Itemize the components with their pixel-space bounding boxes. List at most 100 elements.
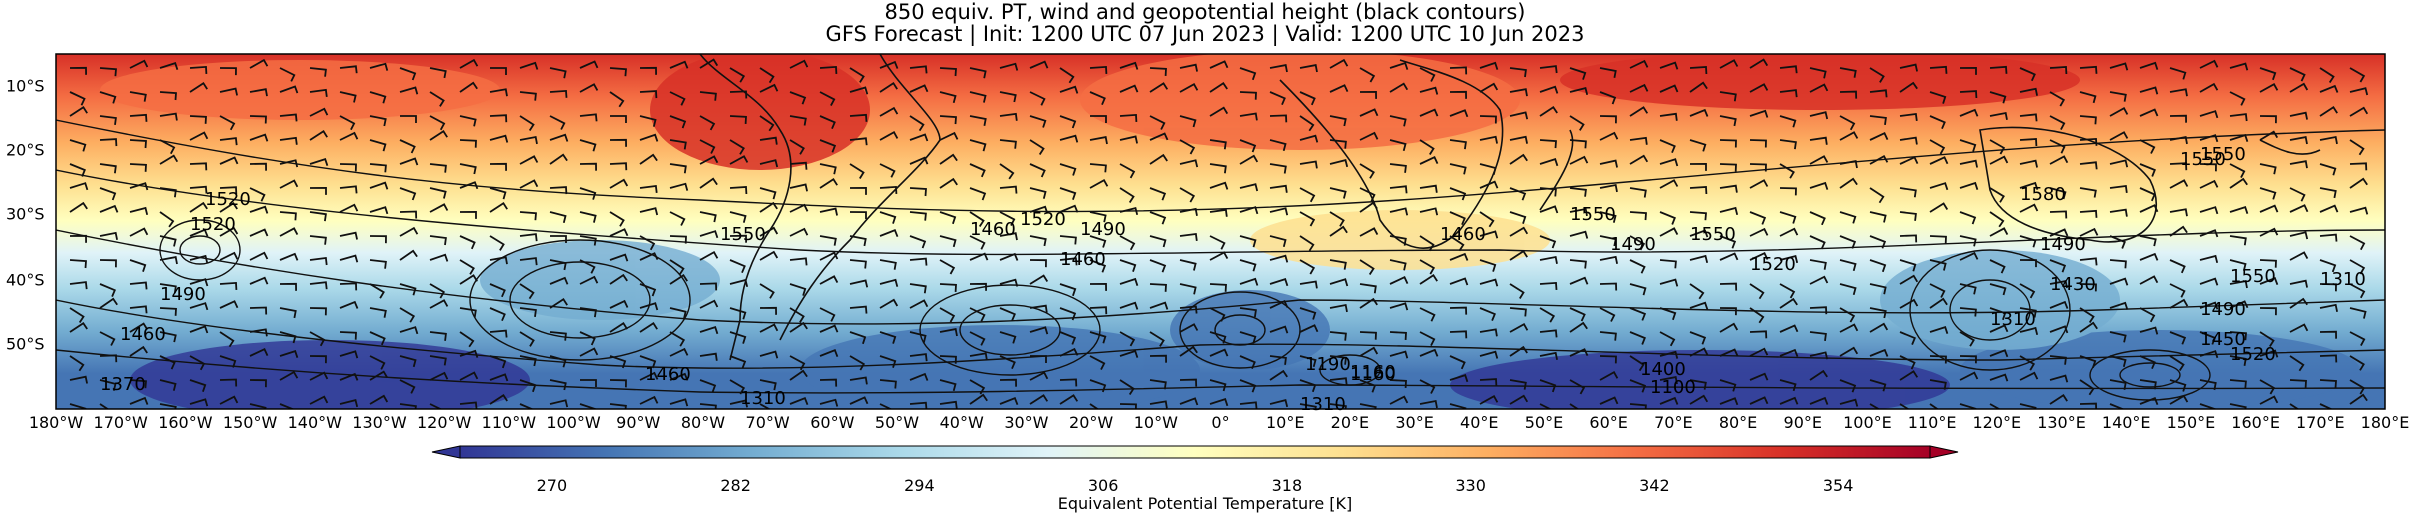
wind-barb — [609, 403, 627, 409]
wind-barb — [69, 139, 87, 152]
wind-barb — [519, 91, 537, 101]
wind-barb — [99, 138, 118, 147]
wind-barb — [489, 134, 509, 143]
wind-barb — [1119, 379, 1135, 395]
wind-barb — [219, 281, 238, 290]
wind-barb — [1179, 345, 1198, 357]
wind-barb — [1629, 211, 1647, 221]
colorbar-tick: 282 — [720, 476, 751, 495]
wind-barb — [1749, 179, 1769, 189]
wind-barb — [2019, 138, 2038, 147]
wind-barb — [2289, 379, 2307, 388]
wind-barb — [489, 187, 507, 200]
wind-barb — [1059, 163, 1077, 176]
wind-barb — [1119, 235, 1136, 251]
wind-barb — [2109, 131, 2129, 141]
wind-barb — [1239, 307, 1257, 318]
wind-barb — [1299, 211, 1316, 227]
wind-barb — [1059, 235, 1077, 245]
wind-barb — [519, 307, 537, 318]
wind-barb — [2109, 379, 2127, 390]
wind-barb — [1689, 81, 1708, 93]
wind-barb — [1899, 370, 1919, 381]
wind-barb — [1149, 132, 1169, 141]
contour-label: 1370 — [100, 374, 146, 395]
wind-barb — [1030, 355, 1047, 363]
wind-barb — [1239, 154, 1259, 165]
wind-barb — [1809, 351, 1829, 360]
wind-barb — [1329, 303, 1348, 313]
wind-barb — [1449, 90, 1467, 99]
wind-barb — [279, 349, 299, 358]
wind-barb — [159, 61, 179, 70]
wind-barb — [669, 139, 687, 150]
wind-barb — [789, 183, 808, 192]
wind-barb — [939, 235, 957, 248]
wind-barb — [1929, 115, 1946, 130]
wind-barb — [969, 282, 987, 291]
wind-barb — [669, 259, 685, 276]
wind-barb — [129, 139, 147, 149]
wind-barb — [159, 112, 178, 121]
wind-barb — [1209, 139, 1227, 150]
wind-barb — [2349, 259, 2366, 275]
wind-barb — [1929, 403, 1939, 409]
wind-barb — [219, 156, 239, 165]
wind-barb — [969, 67, 987, 79]
wind-barb — [550, 235, 567, 243]
wind-barb — [1329, 211, 1345, 227]
wind-barb — [129, 227, 149, 237]
wind-barb — [759, 403, 771, 409]
wind-barb — [1479, 230, 1499, 239]
contour-label: 1460 — [1440, 224, 1486, 245]
wind-barb — [879, 278, 899, 287]
wind-barb — [1419, 139, 1435, 155]
wind-barb — [2349, 379, 2366, 395]
colorbar-tick: 318 — [1271, 476, 1303, 495]
wind-barb — [1809, 83, 1829, 93]
wind-barb — [969, 163, 986, 178]
wind-barb — [519, 179, 539, 189]
wind-barb — [879, 130, 899, 141]
wind-barb — [939, 307, 956, 323]
wind-barb — [2019, 307, 2037, 318]
wind-barb — [1059, 204, 1079, 213]
lon-tick: 160°E — [2231, 413, 2280, 432]
wind-barb — [1599, 91, 1617, 105]
wind-barb — [2199, 59, 2219, 69]
wind-barb — [129, 379, 147, 389]
lon-tick: 80°W — [680, 413, 726, 432]
wind-barb — [699, 299, 719, 309]
wind-barb — [969, 91, 987, 103]
wind-barb — [1929, 379, 1947, 390]
wind-barb — [879, 229, 899, 238]
wind-barb — [1149, 354, 1167, 363]
wind-barb — [939, 67, 957, 77]
wind-barb — [759, 136, 778, 145]
colorbar-label: Equivalent Potential Temperature [K] — [1057, 494, 1353, 513]
wind-barb — [2349, 283, 2366, 299]
wind-barb — [1569, 259, 1587, 269]
wind-barb — [339, 350, 359, 359]
wind-barb — [399, 355, 417, 368]
wind-barb — [549, 379, 567, 391]
wind-barb — [1209, 348, 1229, 357]
wind-barb — [759, 201, 778, 213]
wind-barb — [2169, 88, 2188, 97]
contour-label: 1580 — [2020, 184, 2066, 205]
wind-barb — [1269, 235, 1287, 248]
wind-barb — [1599, 370, 1619, 381]
wind-barb — [489, 88, 508, 97]
wind-barb — [609, 379, 627, 388]
wind-barb — [1989, 283, 2007, 296]
wind-barb — [1029, 274, 1049, 285]
wind-barb — [189, 162, 208, 171]
wind-barb — [369, 91, 387, 104]
wind-barb — [129, 206, 149, 216]
wind-barb — [279, 211, 297, 221]
wind-barb — [2019, 113, 2038, 122]
wind-barb — [1869, 348, 1889, 357]
wind-barb — [789, 161, 808, 170]
wind-barb — [1539, 379, 1557, 393]
